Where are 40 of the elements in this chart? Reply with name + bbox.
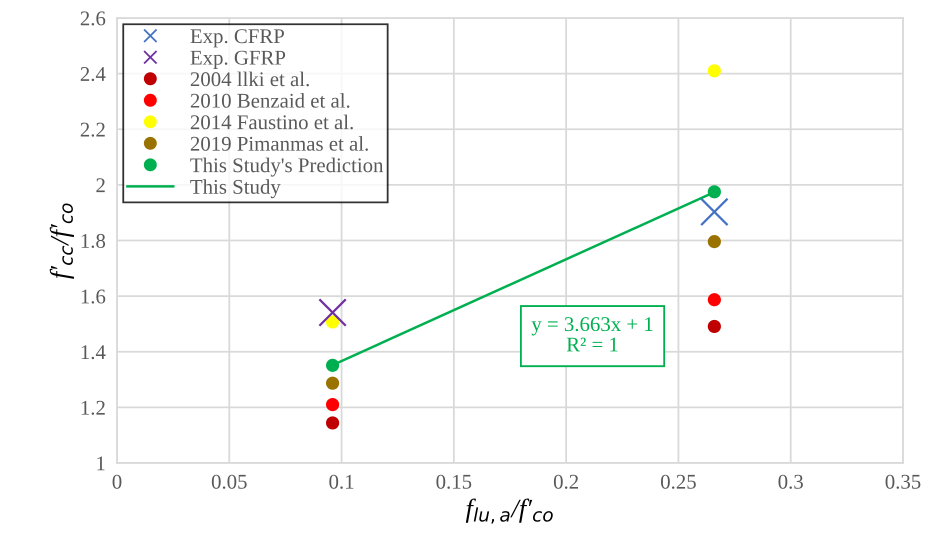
y-tick-label: 2.2 — [80, 122, 105, 137]
point — [708, 235, 721, 248]
legend-label: Exp. GFRP — [190, 50, 286, 69]
x-tick-label: 0.35 — [886, 474, 920, 489]
point — [326, 315, 340, 329]
point — [700, 198, 729, 226]
legend-label: This Study — [190, 179, 281, 198]
y-tick-label: 1.6 — [82, 290, 106, 304]
legend-label: 2019 Pimanmas et al. — [190, 136, 368, 151]
x-tick-label: 0.2 — [554, 474, 578, 489]
point — [318, 298, 347, 327]
point — [326, 376, 340, 390]
x-tick-label: 0.15 — [436, 474, 472, 489]
x-axis-title: f$_{lu,a}$/f′$_{co}$ — [466, 498, 553, 524]
y-tick-label: 1.8 — [82, 234, 106, 248]
legend-label: 2014 Faustino et al. — [190, 114, 353, 130]
annotation: y = 3.663x + 1 R² = 1 — [532, 317, 653, 352]
x-tick-label: 0.05 — [212, 474, 247, 489]
y-tick-label: 2.4 — [80, 67, 106, 82]
point — [326, 358, 340, 372]
y-tick-label: 2 — [96, 178, 105, 192]
legend-label: 2004 llki et al. — [190, 72, 309, 86]
legend-label: This Study's Prediction — [190, 158, 384, 177]
y-tick-label: 1.4 — [82, 345, 106, 360]
y-tick-label: 2.6 — [80, 11, 106, 26]
x-tick-label: 0.1 — [329, 474, 354, 489]
legend-label: 2010 Benzaid et al. — [190, 93, 350, 108]
point — [708, 293, 721, 306]
y-tick-label: 1.2 — [82, 400, 105, 415]
y-axis-title: f′$_{cc}$/f′$_{co}$ — [50, 203, 74, 279]
x-tick-label: 0 — [112, 474, 122, 489]
y-tick-label: 1 — [97, 456, 105, 470]
point — [708, 64, 721, 78]
legend-label: Exp. CFRP — [190, 29, 284, 48]
point — [326, 398, 340, 412]
point — [708, 185, 721, 198]
point — [708, 320, 721, 334]
x-tick-label: 0.3 — [778, 474, 803, 489]
x-tick-label: 0.25 — [660, 474, 696, 489]
point — [326, 416, 340, 430]
